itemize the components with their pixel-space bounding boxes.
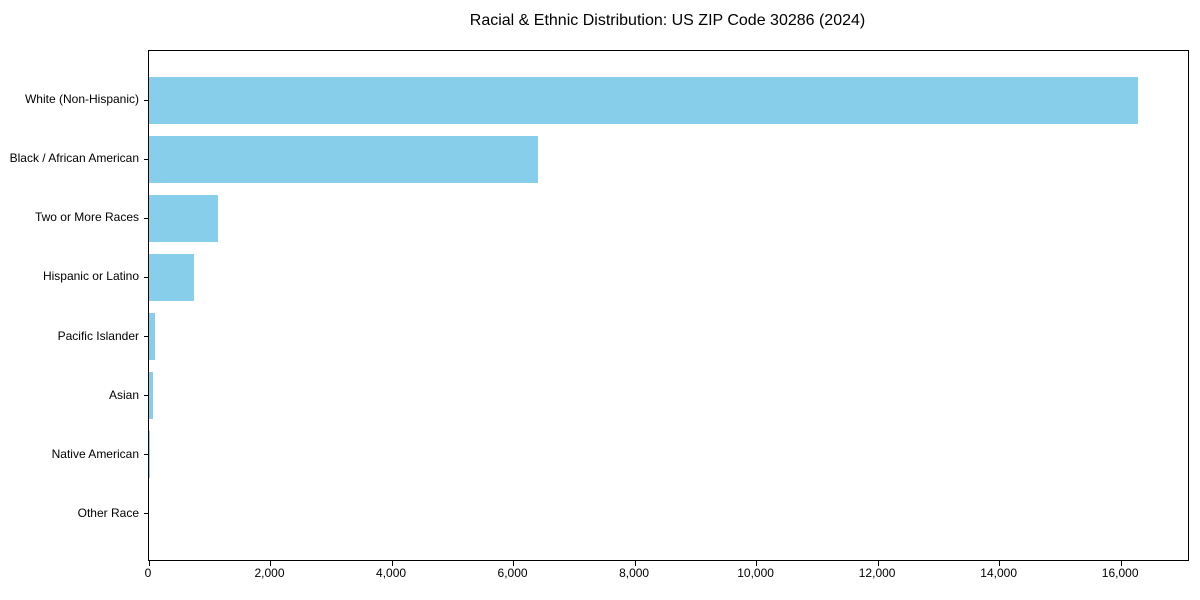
- x-tick-label: 6,000: [497, 566, 528, 580]
- y-tick-label: Asian: [108, 387, 139, 402]
- y-tick-label: Native American: [51, 446, 139, 461]
- y-tick-label: Pacific Islander: [57, 328, 139, 343]
- y-tick: [144, 395, 148, 397]
- y-tick: [144, 336, 148, 338]
- y-tick: [144, 513, 148, 515]
- bar-black-african-american: [149, 135, 538, 183]
- x-tick-label: 14,000: [980, 566, 1017, 580]
- x-tick-label: 8,000: [619, 566, 650, 580]
- y-tick: [144, 158, 148, 160]
- x-tick: [148, 561, 150, 566]
- bar-white-non-hispanic: [149, 76, 1139, 124]
- bar-two-or-more-races: [149, 194, 219, 242]
- y-tick: [144, 217, 148, 219]
- x-tick-label: 16,000: [1101, 566, 1139, 580]
- x-tick-label: 0: [144, 566, 152, 580]
- bar-pacific-islander: [149, 313, 156, 361]
- x-tick: [391, 561, 393, 566]
- bar-native-american: [149, 431, 151, 479]
- bar-hispanic-or-latino: [149, 253, 194, 301]
- y-tick: [144, 99, 148, 101]
- x-tick: [270, 561, 272, 566]
- x-tick-label: 4,000: [376, 566, 407, 580]
- y-tick-label: Black / African American: [9, 151, 139, 166]
- x-tick: [999, 561, 1001, 566]
- bar-asian: [149, 372, 154, 420]
- chart-title: Racial & Ethnic Distribution: US ZIP Cod…: [469, 12, 866, 29]
- x-tick-label: 2,000: [254, 566, 285, 580]
- x-tick: [877, 561, 879, 566]
- x-tick: [1120, 561, 1122, 566]
- y-tick-label: Hispanic or Latino: [42, 269, 139, 284]
- y-tick-label: Other Race: [77, 505, 139, 520]
- x-tick: [513, 561, 515, 566]
- y-tick-label: Two or More Races: [34, 210, 139, 225]
- y-tick: [144, 276, 148, 278]
- x-tick: [634, 561, 636, 566]
- x-tick: [756, 561, 758, 566]
- y-tick: [144, 454, 148, 456]
- plot-area: [144, 50, 1189, 566]
- y-tick-label: White (Non-Hispanic): [24, 92, 139, 106]
- x-tick-label: 10,000: [737, 566, 774, 580]
- x-tick-label: 12,000: [858, 566, 896, 580]
